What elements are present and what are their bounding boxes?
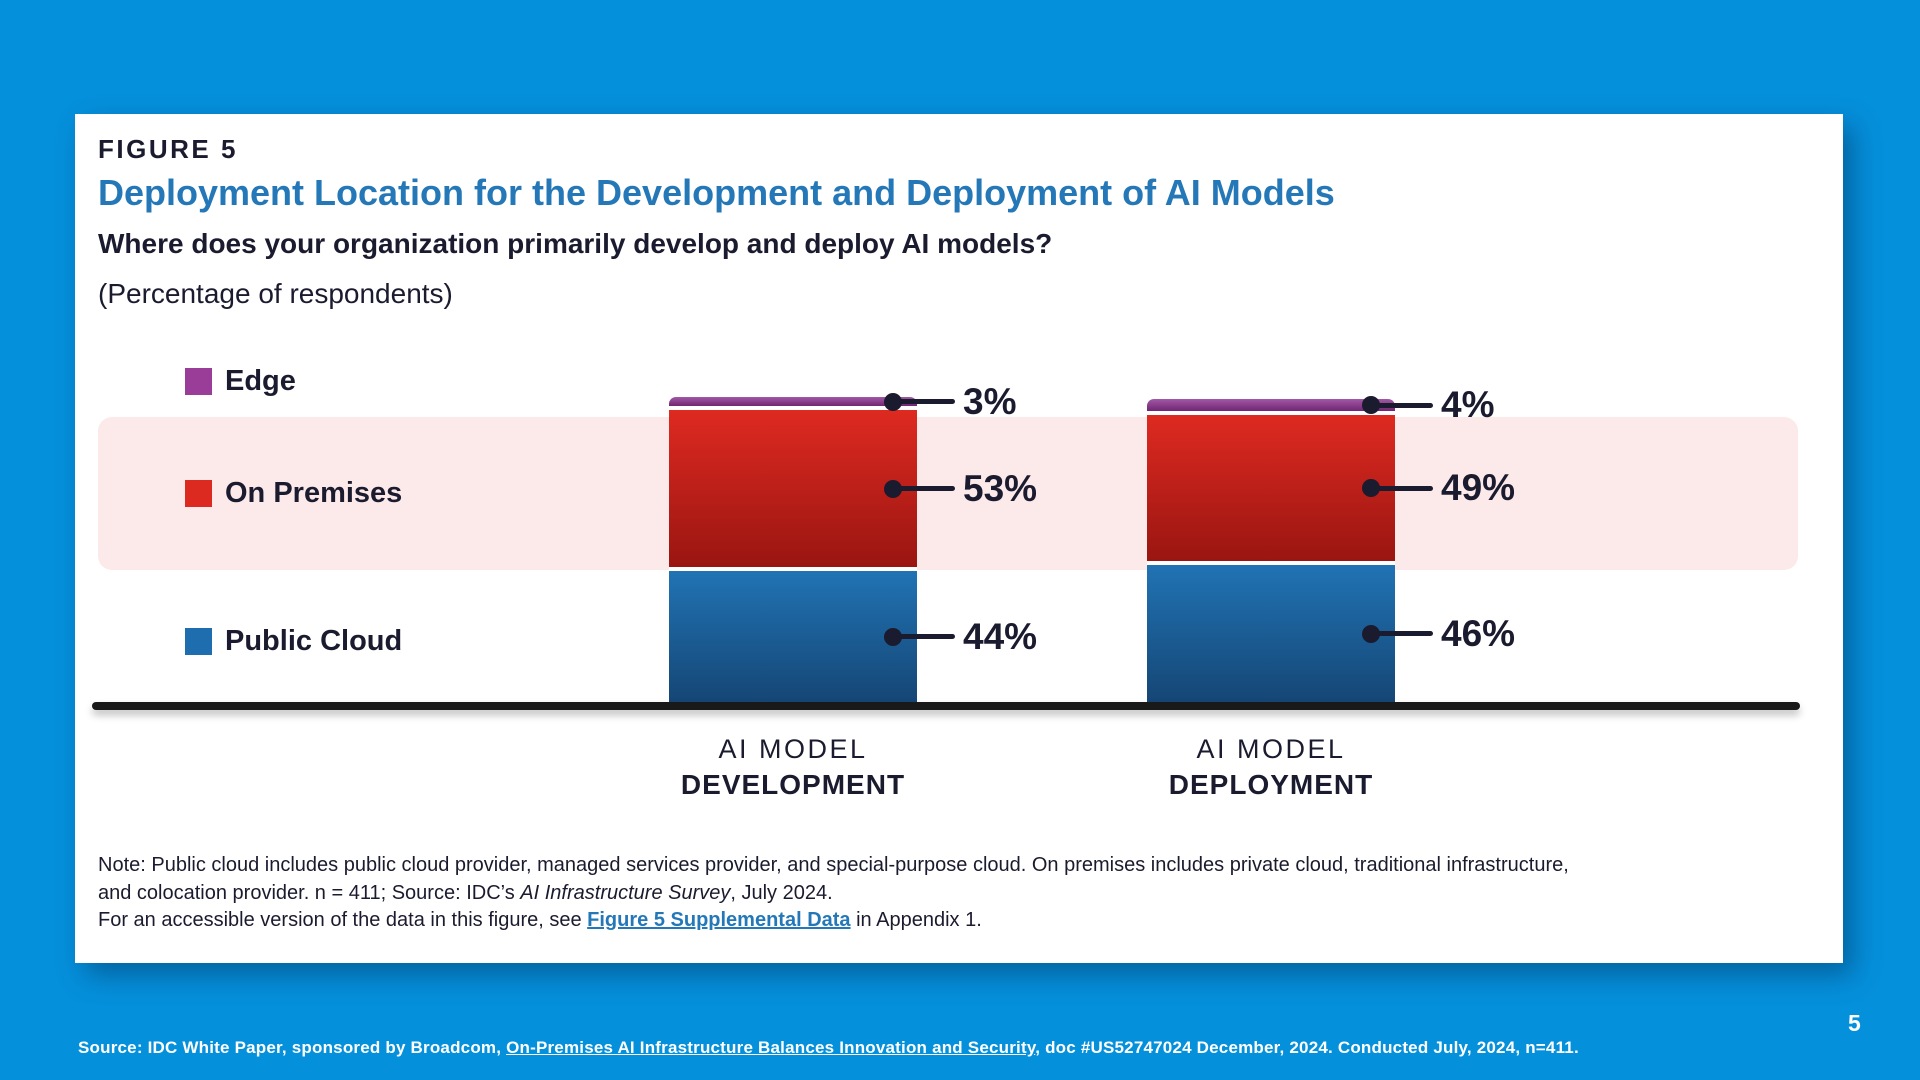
figure-note: Note: Public cloud includes public cloud… bbox=[98, 852, 1569, 935]
category-label-line1: AI MODEL bbox=[1196, 734, 1346, 764]
on-premises-highlight-band bbox=[98, 417, 1798, 570]
legend-swatch-public-cloud bbox=[185, 627, 212, 655]
legend-label-public-cloud: Public Cloud bbox=[225, 624, 403, 657]
value-label-on-premises-deployment: 49% bbox=[1441, 467, 1516, 508]
page-number: 5 bbox=[1848, 1010, 1861, 1036]
segment-edge-deployment bbox=[1147, 399, 1395, 411]
note-survey-name: AI Infrastructure Survey bbox=[520, 881, 731, 904]
legend-item-edge: Edge bbox=[185, 364, 296, 398]
bar-development bbox=[669, 397, 917, 702]
legend-swatch-edge bbox=[185, 367, 212, 395]
legend-item-on-premises: On Premises bbox=[185, 476, 402, 510]
legend-swatch-on-premises bbox=[185, 479, 212, 507]
segment-on-premises-deployment bbox=[1147, 415, 1395, 561]
callout-dot bbox=[884, 479, 902, 498]
callout-line bbox=[1371, 485, 1433, 491]
chart-baseline bbox=[92, 702, 1800, 710]
value-label-on-premises-development: 53% bbox=[963, 467, 1038, 509]
callout-dot bbox=[1362, 624, 1380, 643]
segment-public-cloud-development bbox=[669, 571, 917, 702]
note-line-3: For an accessible version of the data in… bbox=[98, 907, 1569, 935]
value-label-edge-development: 3% bbox=[963, 380, 1017, 422]
category-label-line2: DEPLOYMENT bbox=[1168, 769, 1374, 800]
callout-line bbox=[1371, 631, 1433, 636]
value-label-edge-deployment: 4% bbox=[1441, 384, 1495, 425]
figure-subtitle: (Percentage of respondents) bbox=[98, 278, 453, 309]
value-label-public-cloud-deployment: 46% bbox=[1441, 612, 1516, 654]
legend-item-public-cloud: Public Cloud bbox=[185, 624, 402, 658]
callout-line bbox=[893, 486, 955, 491]
segment-public-cloud-deployment bbox=[1147, 565, 1395, 702]
category-label-line2: DEVELOPMENT bbox=[680, 769, 906, 800]
source-text-tail: , doc #US52747024 December, 2024. Conduc… bbox=[1035, 1038, 1579, 1057]
note-line-2: and colocation provider. n = 411; Source… bbox=[98, 880, 1569, 908]
legend-label-on-premises: On Premises bbox=[225, 476, 403, 509]
note-line-3-text: For an accessible version of the data in… bbox=[98, 909, 588, 931]
value-label-public-cloud-development: 44% bbox=[963, 615, 1038, 657]
category-label-deployment: AI MODEL DEPLOYMENT bbox=[1041, 734, 1501, 801]
source-text: Source: IDC White Paper, sponsored by Br… bbox=[78, 1038, 507, 1057]
category-label-development: AI MODEL DEVELOPMENT bbox=[563, 734, 1023, 801]
source-citation: Source: IDC White Paper, sponsored by Br… bbox=[78, 1038, 1579, 1058]
bar-deployment bbox=[1147, 399, 1395, 702]
figure-number-label: FIGURE 5 bbox=[98, 134, 238, 164]
category-label-line1: AI MODEL bbox=[718, 734, 868, 764]
supplemental-data-link[interactable]: Figure 5 Supplemental Data bbox=[587, 909, 851, 931]
note-line-2-tail: , July 2024. bbox=[730, 881, 833, 904]
note-line-2-text: and colocation provider. n = 411; Source… bbox=[98, 881, 521, 904]
callout-dot bbox=[884, 392, 902, 411]
callout-dot bbox=[884, 627, 902, 646]
callout-dot bbox=[1362, 396, 1380, 414]
segment-on-premises-development bbox=[669, 410, 917, 567]
callout-line bbox=[1371, 402, 1433, 408]
note-line-3-tail: in Appendix 1. bbox=[850, 909, 982, 931]
callout-line bbox=[893, 634, 955, 639]
figure-card: FIGURE 5 Deployment Location for the Dev… bbox=[75, 114, 1843, 963]
note-line-1: Note: Public cloud includes public cloud… bbox=[98, 854, 1569, 876]
survey-question: Where does your organization primarily d… bbox=[98, 228, 1053, 259]
legend-label-edge: Edge bbox=[225, 364, 296, 397]
figure-title: Deployment Location for the Development … bbox=[98, 172, 1335, 213]
source-document-link[interactable]: On-Premises AI Infrastructure Balances I… bbox=[506, 1038, 1036, 1057]
callout-line bbox=[893, 399, 955, 404]
callout-dot bbox=[1362, 479, 1380, 497]
segment-edge-development bbox=[669, 397, 917, 406]
